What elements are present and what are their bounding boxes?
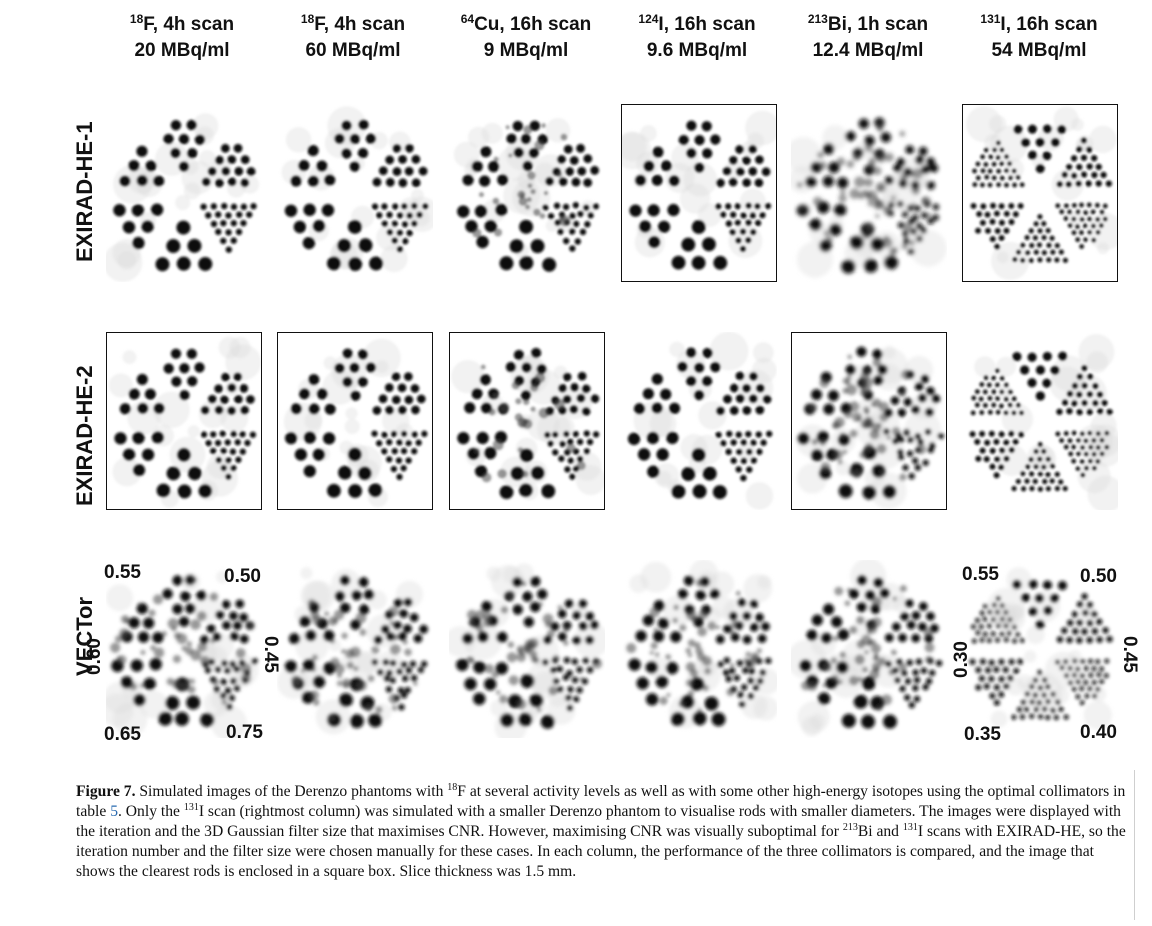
derenzo-phantom-image bbox=[621, 332, 777, 510]
derenzo-phantom-image bbox=[107, 333, 261, 509]
column-header-5: 213Bi, 1h scan 12.4 MBq/ml bbox=[807, 12, 929, 61]
derenzo-phantom-image bbox=[962, 560, 1118, 738]
derenzo-phantom-image bbox=[621, 560, 777, 738]
column-header-4: 124I, 16h scan 9.6 MBq/ml bbox=[638, 12, 756, 61]
row-label-1: EXIRAD-HE-1 bbox=[72, 121, 97, 262]
figure-label: Figure 7. bbox=[76, 783, 136, 800]
margin-rule bbox=[1134, 770, 1135, 920]
derenzo-phantom-image bbox=[791, 104, 947, 282]
phantom-image-panel bbox=[449, 560, 605, 738]
phantom-image-panel bbox=[277, 332, 433, 510]
derenzo-phantom-image bbox=[791, 560, 947, 738]
phantom-image-panel bbox=[449, 104, 605, 282]
rod-diameter-label: 0.75 bbox=[226, 722, 263, 743]
derenzo-phantom-image bbox=[106, 560, 262, 738]
rod-diameter-label: 0.50 bbox=[224, 566, 261, 587]
phantom-image-panel bbox=[962, 560, 1118, 738]
column-header-3: 64Cu, 16h scan 9 MBq/ml bbox=[460, 12, 592, 61]
column-header-6: 131I, 16h scan 54 MBq/ml bbox=[980, 12, 1098, 61]
phantom-image-panel bbox=[621, 560, 777, 738]
table-link[interactable]: 5 bbox=[110, 803, 118, 820]
phantom-image-panel bbox=[962, 104, 1118, 282]
rod-diameter-label: 0.35 bbox=[964, 724, 1001, 745]
phantom-image-panel bbox=[962, 332, 1118, 510]
phantom-image-panel bbox=[106, 104, 262, 282]
phantom-image-panel bbox=[791, 332, 947, 510]
phantom-image-panel bbox=[621, 104, 777, 282]
figure-caption: Figure 7. Simulated images of the Derenz… bbox=[76, 782, 1126, 881]
rod-diameter-label: 0.40 bbox=[1080, 722, 1117, 743]
derenzo-phantom-image bbox=[449, 560, 605, 738]
derenzo-phantom-image bbox=[449, 104, 605, 282]
phantom-image-panel bbox=[106, 560, 262, 738]
column-header-1: 18F, 4h scan 20 MBq/ml bbox=[129, 12, 235, 61]
column-header-2: 18F, 4h scan 60 MBq/ml bbox=[300, 12, 406, 61]
phantom-image-panel bbox=[106, 332, 262, 510]
rod-diameter-label: 0.45 bbox=[1119, 636, 1140, 673]
phantom-image-panel bbox=[621, 332, 777, 510]
rod-diameter-label: 0.45 bbox=[260, 636, 281, 673]
phantom-image-panel bbox=[277, 560, 433, 738]
rod-diameter-label: 0.55 bbox=[104, 562, 141, 583]
derenzo-phantom-image bbox=[622, 105, 776, 281]
derenzo-phantom-image bbox=[277, 560, 433, 738]
derenzo-phantom-image bbox=[106, 104, 262, 282]
phantom-image-panel bbox=[449, 332, 605, 510]
derenzo-phantom-image bbox=[278, 333, 432, 509]
derenzo-phantom-image bbox=[792, 333, 946, 509]
row-label-2: EXIRAD-HE-2 bbox=[72, 365, 97, 506]
phantom-image-panel bbox=[791, 560, 947, 738]
rod-diameter-label: 0.55 bbox=[962, 564, 999, 585]
figure-7: 18F, 4h scan 20 MBq/ml 18F, 4h scan 60 M… bbox=[72, 12, 1140, 745]
rod-diameter-label: 0.65 bbox=[104, 724, 141, 745]
phantom-image-panel bbox=[277, 104, 433, 282]
derenzo-phantom-image bbox=[962, 332, 1118, 510]
derenzo-phantom-image bbox=[277, 104, 433, 282]
rod-diameter-label: 0.50 bbox=[1080, 566, 1117, 587]
derenzo-phantom-image bbox=[450, 333, 604, 509]
rod-diameter-label: 0.60 bbox=[84, 638, 105, 675]
phantom-image-panel bbox=[791, 104, 947, 282]
rod-diameter-label: 0.30 bbox=[951, 641, 972, 678]
derenzo-phantom-image bbox=[963, 105, 1117, 281]
